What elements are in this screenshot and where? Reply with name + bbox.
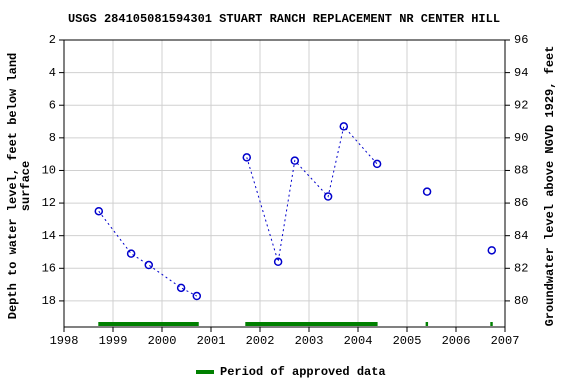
data-point — [290, 156, 300, 165]
data-point — [339, 122, 349, 131]
y2-tick-label: 96 — [514, 33, 528, 47]
y2-tick-label: 82 — [514, 261, 528, 275]
data-point — [176, 283, 186, 293]
y-tick-label: 16 — [42, 261, 56, 275]
approved-period — [490, 322, 493, 326]
x-tick-label: 2004 — [344, 334, 373, 348]
y-tick-label: 6 — [49, 98, 56, 112]
plot-frame — [63, 39, 506, 328]
y2-tick-label: 94 — [514, 66, 528, 80]
y-axis-label: surface — [19, 161, 33, 211]
x-tick-label: 2005 — [393, 334, 422, 348]
x-tick-label: 2003 — [295, 334, 324, 348]
data-point — [273, 257, 283, 267]
approved-period — [245, 322, 378, 326]
y2-tick-label: 92 — [514, 98, 528, 112]
y-tick-label: 12 — [42, 196, 56, 210]
y-tick-label: 18 — [42, 294, 56, 308]
x-tick-label: 1998 — [50, 334, 79, 348]
y-tick-label: 8 — [49, 131, 56, 145]
y2-tick-label: 86 — [514, 196, 528, 210]
legend-label: Period of approved data — [220, 365, 386, 379]
x-tick-label: 2006 — [442, 334, 471, 348]
data-point — [487, 246, 497, 255]
chart-title: USGS 284105081594301 STUART RANCH REPLAC… — [68, 12, 500, 26]
data-point — [144, 260, 154, 270]
data-point — [94, 206, 104, 216]
y-tick-label: 2 — [49, 33, 56, 47]
legend-swatch — [196, 370, 214, 374]
data-point — [422, 187, 432, 196]
series-line — [98, 210, 198, 297]
y2-tick-label: 88 — [514, 164, 528, 178]
approved-period — [98, 322, 199, 326]
y2-tick-label: 80 — [514, 294, 528, 308]
y2-axis-label: Groundwater level above NGVD 1929, feet — [543, 46, 557, 327]
x-tick-label: 2002 — [246, 334, 275, 348]
y2-tick-label: 90 — [514, 131, 528, 145]
data-point — [192, 291, 202, 301]
approved-period — [425, 322, 429, 326]
x-tick-label: 2007 — [491, 334, 520, 348]
x-tick-label: 2001 — [197, 334, 226, 348]
data-point — [242, 153, 252, 162]
y-tick-label: 4 — [49, 66, 56, 80]
series-line — [246, 125, 378, 262]
y-tick-label: 14 — [42, 229, 56, 243]
data-point — [372, 159, 382, 169]
data-point — [323, 192, 333, 201]
y-tick-label: 10 — [42, 164, 56, 178]
x-tick-label: 1999 — [99, 334, 128, 348]
x-tick-label: 2000 — [148, 334, 177, 348]
y-axis-label: Depth to water level, feet below land — [6, 53, 20, 319]
y2-tick-label: 84 — [514, 229, 528, 243]
data-point — [126, 249, 136, 258]
